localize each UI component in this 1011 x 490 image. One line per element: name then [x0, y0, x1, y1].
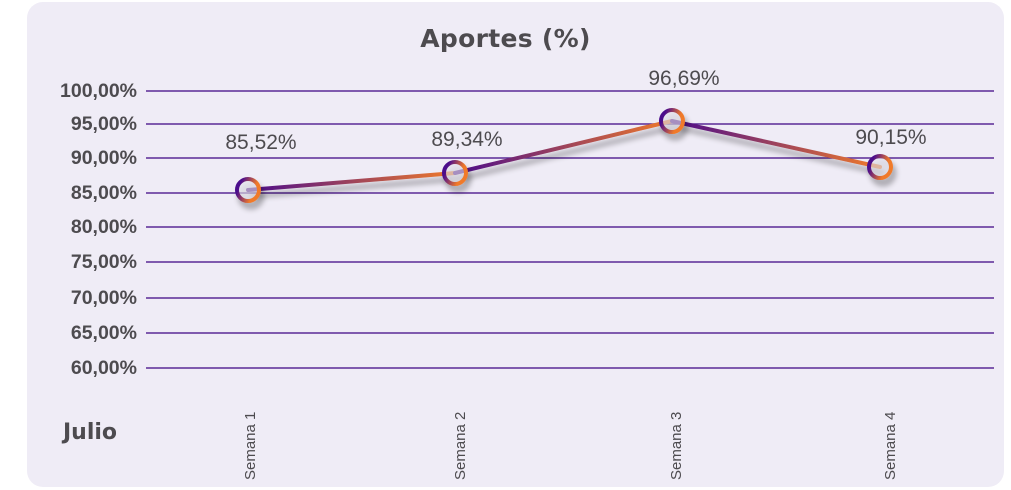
y-tick-label: 100,00%	[60, 80, 137, 102]
y-tick-label: 60,00%	[70, 357, 137, 379]
data-label: 90,15%	[855, 126, 927, 149]
data-label: 85,52%	[225, 131, 297, 154]
gridlines	[146, 90, 994, 369]
data-line	[246, 119, 882, 192]
x-tick-label: Semana 3	[668, 411, 685, 480]
y-tick-label: 80,00%	[70, 216, 137, 238]
y-tick-label: 90,00%	[70, 147, 137, 169]
y-tick-label: 70,00%	[70, 287, 137, 309]
x-axis-title: Julio	[63, 420, 118, 445]
y-tick-label: 65,00%	[70, 322, 137, 344]
chart-card	[27, 2, 1004, 487]
chart-title: Aportes (%)	[420, 24, 591, 53]
y-tick-label: 95,00%	[70, 113, 137, 135]
x-tick-label: Semana 1	[242, 411, 259, 480]
data-markers	[235, 108, 893, 203]
data-label: 96,69%	[648, 67, 720, 90]
x-tick-label: Semana 2	[452, 411, 469, 480]
y-tick-label: 85,00%	[70, 182, 137, 204]
data-label: 89,34%	[431, 128, 503, 151]
x-tick-label: Semana 4	[882, 411, 899, 480]
y-tick-label: 75,00%	[70, 251, 137, 273]
